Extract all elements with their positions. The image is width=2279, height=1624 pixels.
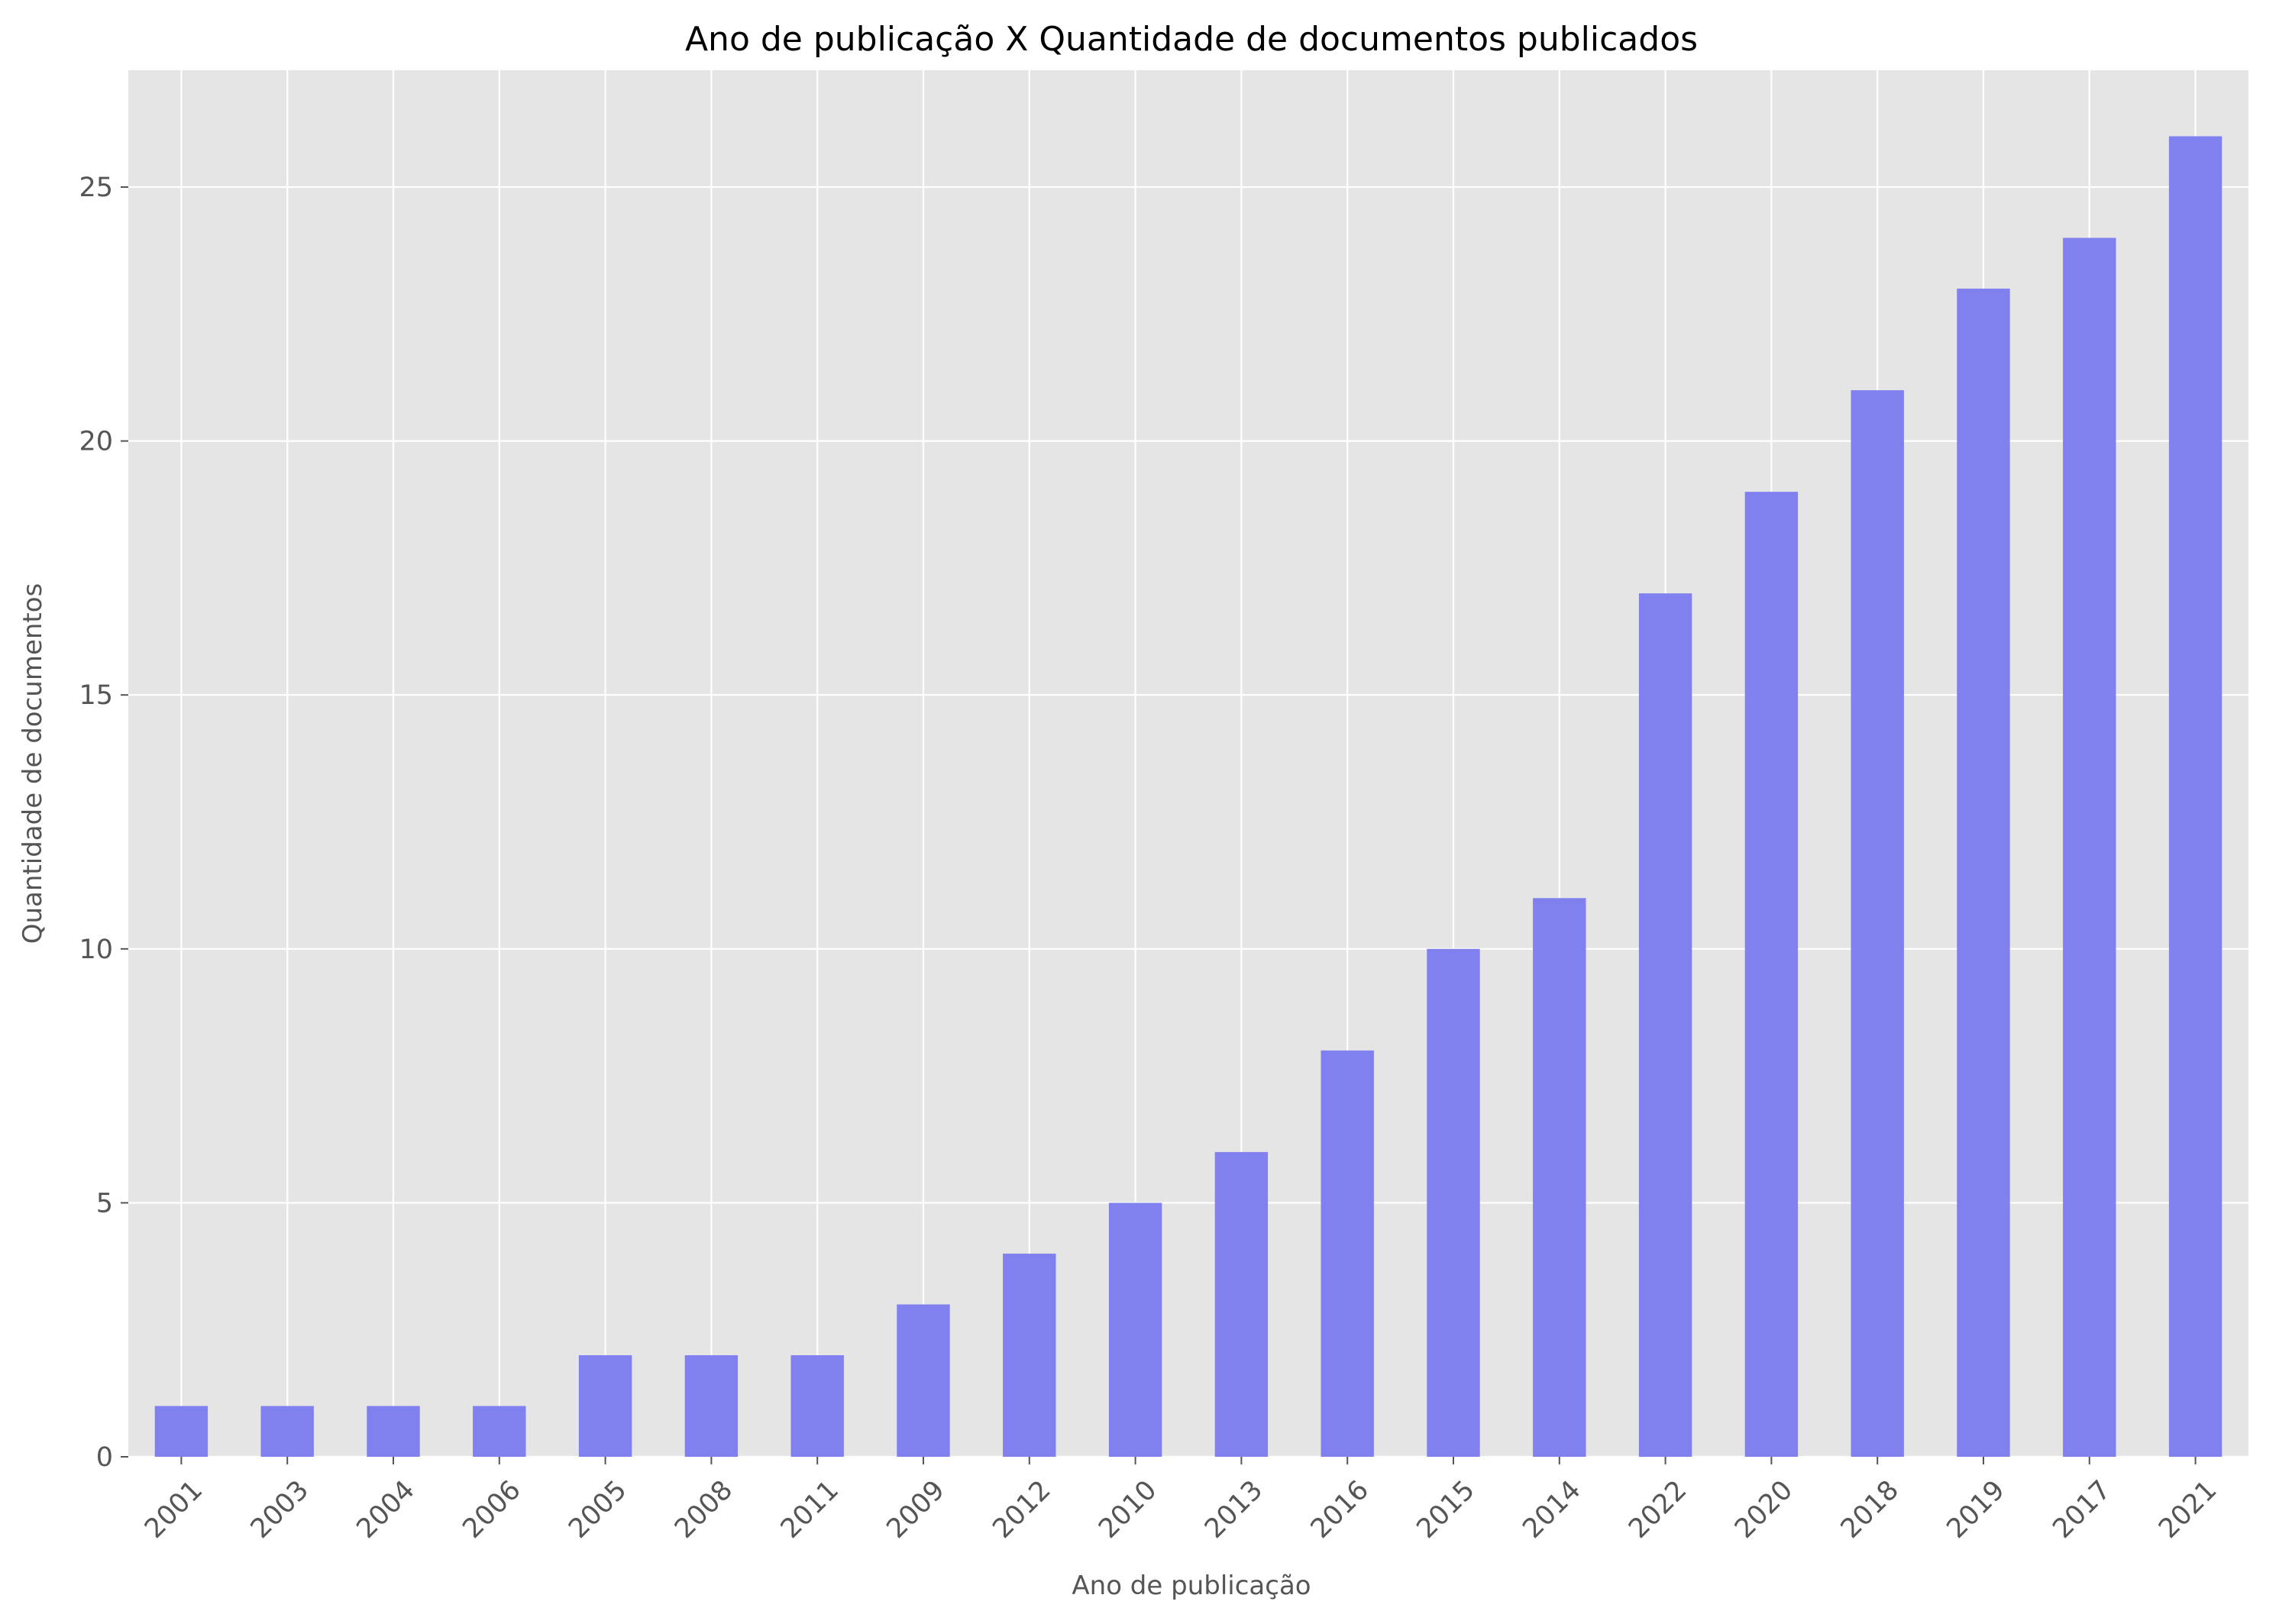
x-tick-label: 2017: [2047, 1475, 2116, 1545]
bar-2008: [684, 1354, 739, 1457]
y-tick-label: 10: [79, 935, 113, 965]
y-tick-label: 25: [79, 173, 113, 203]
x-tick-label: 2016: [1305, 1475, 1375, 1545]
x-tick-label: 2012: [987, 1475, 1056, 1545]
x-tick-label: 2015: [1411, 1475, 1481, 1545]
y-tick-label: 20: [79, 427, 113, 457]
bar-2009: [897, 1304, 950, 1457]
bar-2010: [1108, 1203, 1162, 1457]
x-tick-label: 2021: [2153, 1475, 2222, 1545]
bar-2018: [1851, 390, 1904, 1458]
x-axis-ticks: 2001 2003 2004 2006 2005 2008 2011 2009 2012 2010…: [139, 1457, 2222, 1545]
bar-2014: [1533, 898, 1586, 1457]
y-tick-label: 5: [96, 1188, 113, 1219]
bar-2020: [1744, 492, 1799, 1457]
y-tick-label: 15: [79, 680, 113, 711]
bar-2003: [260, 1406, 314, 1457]
bars: [154, 136, 2222, 1458]
bar-2013: [1214, 1151, 1269, 1457]
bar-2022: [1638, 593, 1692, 1458]
x-tick-label: 2006: [457, 1475, 526, 1545]
x-tick-label: 2004: [351, 1475, 421, 1545]
plot-area: [128, 70, 2248, 1457]
bar-2021: [2168, 136, 2222, 1457]
x-tick-label: 2009: [881, 1475, 951, 1545]
y-tick-label: 0: [96, 1442, 113, 1473]
x-tick-label: 2011: [775, 1475, 845, 1545]
x-tick-label: 2014: [1517, 1475, 1586, 1545]
x-tick-label: 2019: [1941, 1475, 2011, 1545]
bar-2006: [473, 1406, 526, 1457]
x-tick-label: 2005: [563, 1475, 632, 1545]
x-tick-label: 2020: [1729, 1475, 1799, 1545]
bar-2015: [1427, 948, 1480, 1457]
bar-2012: [1003, 1253, 1056, 1457]
bar-2004: [367, 1406, 420, 1457]
x-tick-label: 2022: [1623, 1475, 1692, 1545]
chart-title: Ano de publicação X Quantidade de docume…: [685, 20, 1698, 59]
x-tick-label: 2008: [669, 1475, 739, 1545]
bar-2011: [790, 1354, 844, 1457]
x-axis-label: Ano de publicação: [1072, 1571, 1311, 1601]
bar-2017: [2063, 237, 2116, 1457]
bar-2001: [154, 1406, 209, 1457]
x-tick-label: 2010: [1093, 1475, 1162, 1545]
x-tick-label: 2001: [139, 1475, 209, 1545]
y-axis-ticks: 0 5 10 15 20 25: [79, 173, 128, 1473]
bar-2019: [1957, 289, 2010, 1457]
bar-2016: [1321, 1050, 1374, 1457]
x-tick-label: 2013: [1199, 1475, 1269, 1545]
y-axis-label: Quantidade de documentos: [18, 583, 48, 944]
x-tick-label: 2003: [245, 1475, 315, 1545]
bar-2005: [578, 1354, 632, 1457]
x-tick-label: 2018: [1835, 1475, 1905, 1545]
